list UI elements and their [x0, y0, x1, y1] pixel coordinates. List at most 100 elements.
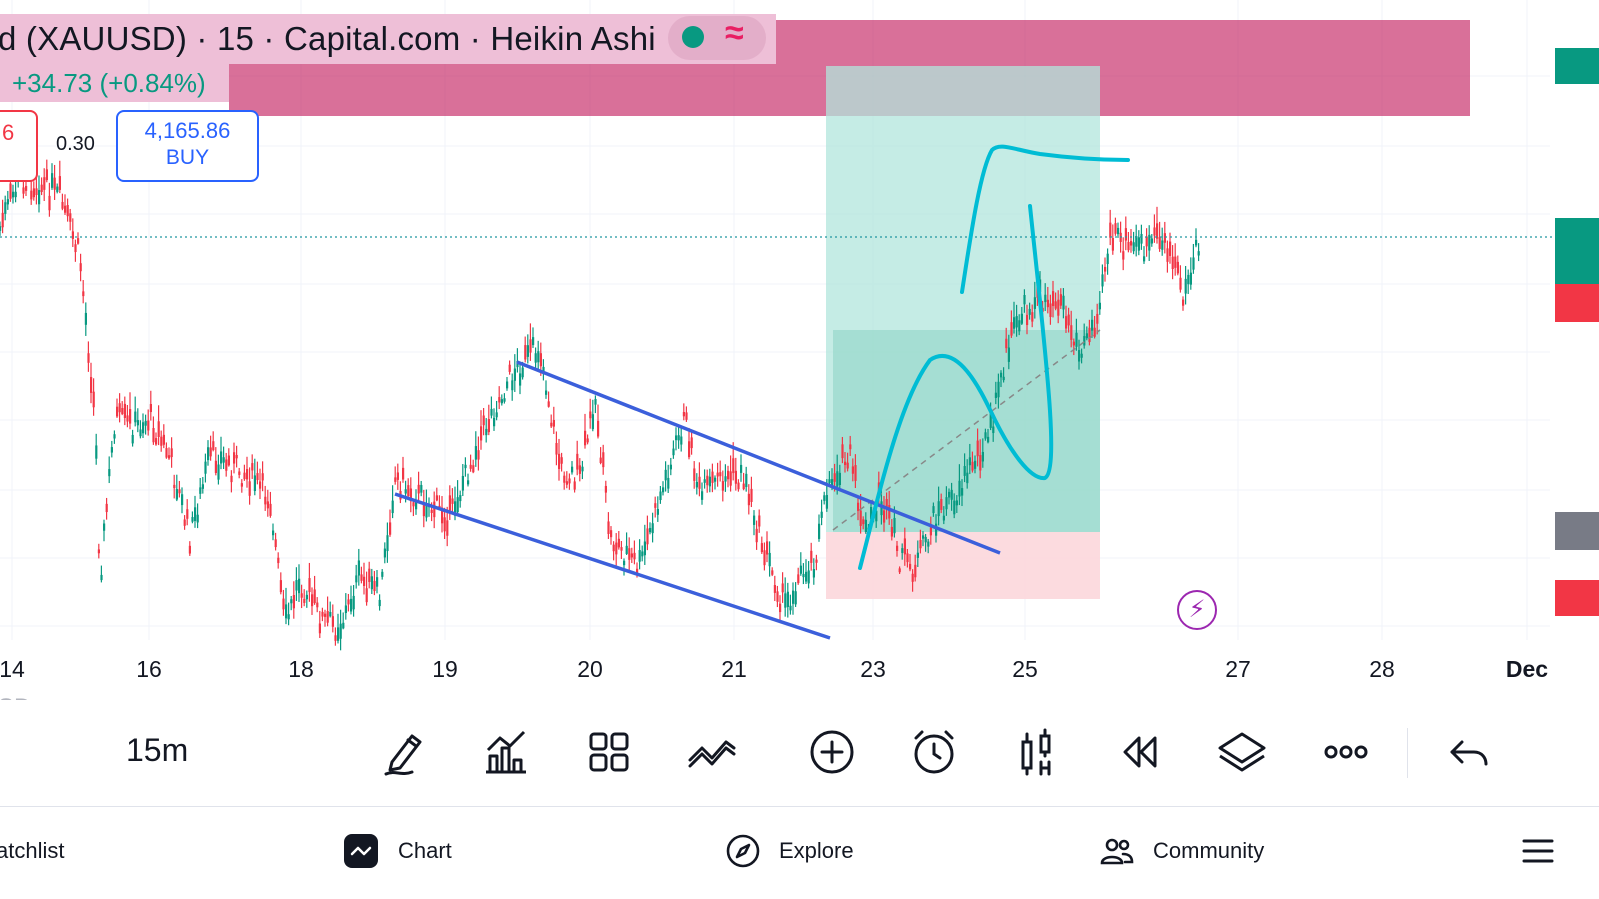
- candle-body: [805, 571, 808, 582]
- candle-body: [272, 530, 275, 536]
- candle-body: [51, 173, 54, 188]
- sell-button[interactable]: 6: [0, 110, 38, 182]
- right-tag-green: [1555, 218, 1599, 284]
- candle-body: [493, 417, 496, 427]
- alert-clock-icon[interactable]: [908, 726, 960, 778]
- candle-body: [849, 444, 852, 450]
- channel-lower-line[interactable]: [394, 492, 831, 640]
- candle-body: [1078, 350, 1081, 362]
- more-icon[interactable]: [1320, 726, 1372, 778]
- pencil-icon[interactable]: [378, 726, 430, 778]
- add-icon[interactable]: [806, 726, 858, 778]
- candle-body: [1085, 333, 1088, 339]
- candle-body: [324, 613, 327, 617]
- candle-body: [186, 509, 189, 519]
- candle-body: [576, 453, 579, 470]
- candle-body: [742, 483, 745, 490]
- candle-body: [818, 523, 821, 539]
- indicators-icon[interactable]: [480, 726, 532, 778]
- right-tag-red-bottom: [1555, 580, 1599, 616]
- candle-body: [698, 476, 701, 489]
- community-icon: [1100, 838, 1134, 865]
- layers-icon[interactable]: [1216, 726, 1268, 778]
- menu-button[interactable]: [1520, 829, 1574, 873]
- trend-icon[interactable]: [686, 726, 738, 778]
- candle-body: [394, 477, 397, 482]
- symbol-title-bar[interactable]: d (XAUUSD) · 15 · Capital.com · Heikin A…: [0, 14, 776, 64]
- candle-body: [727, 470, 730, 480]
- candle-body: [25, 185, 28, 191]
- candle-body: [633, 552, 636, 560]
- candle-body: [914, 564, 917, 578]
- candle-body: [766, 541, 769, 555]
- candle-body: [880, 501, 883, 516]
- candle-body: [246, 469, 249, 480]
- candle-body: [339, 623, 342, 639]
- candle-body: [1091, 319, 1094, 331]
- position-profit-zone[interactable]: [826, 66, 1100, 532]
- position-loss-zone[interactable]: [826, 532, 1100, 599]
- candle-body: [1072, 341, 1075, 346]
- candle-body: [1187, 274, 1190, 285]
- candle-body: [331, 616, 334, 627]
- buy-button[interactable]: 4,165.86 BUY: [116, 110, 259, 182]
- channel-upper-line[interactable]: [516, 360, 1001, 555]
- chart-area[interactable]: d (XAUUSD) · 15 · Capital.com · Heikin A…: [0, 0, 1599, 700]
- candle-body: [729, 471, 732, 486]
- freehand-drawing-2[interactable]: [960, 144, 1130, 294]
- candle-body: [407, 485, 410, 497]
- candle-body: [781, 583, 784, 593]
- candle-body: [368, 568, 371, 583]
- candle-body: [714, 477, 717, 482]
- candle-body: [519, 373, 522, 386]
- candle-body: [12, 191, 15, 198]
- candle-body: [363, 576, 366, 586]
- candle-body: [201, 484, 204, 489]
- candle-body: [430, 509, 433, 513]
- candle-body: [97, 549, 100, 554]
- candle-body: [14, 191, 17, 198]
- candle-body: [532, 337, 535, 346]
- candle-body: [534, 353, 537, 363]
- interval-button[interactable]: 15m: [126, 732, 189, 768]
- candle-body: [261, 473, 264, 481]
- candle-body: [885, 498, 888, 510]
- candle-body: [864, 519, 867, 533]
- undo-icon[interactable]: [1442, 726, 1494, 778]
- candle-body: [1057, 299, 1060, 316]
- candle-body: [875, 510, 878, 522]
- freehand-drawing-1[interactable]: [858, 204, 1054, 570]
- candle-body: [316, 602, 319, 608]
- candle-body: [61, 201, 64, 209]
- candle-body: [1026, 314, 1029, 326]
- rewind-icon[interactable]: [1113, 726, 1165, 778]
- candle-body: [662, 487, 665, 493]
- candle-body: [526, 345, 529, 357]
- bar-replay-icon[interactable]: [1011, 726, 1063, 778]
- candle-body: [927, 541, 930, 547]
- nav-community[interactable]: Community: [1099, 829, 1264, 873]
- candle-body: [500, 399, 503, 404]
- candle-body: [940, 499, 943, 510]
- candle-body: [45, 169, 48, 181]
- layout-grid-icon[interactable]: [583, 726, 635, 778]
- nav-explore[interactable]: Explore: [725, 829, 854, 873]
- candle-body: [181, 494, 184, 506]
- nav-chart[interactable]: Chart: [344, 829, 452, 873]
- lightning-icon[interactable]: ⚡: [1177, 590, 1217, 630]
- candle-body: [932, 506, 935, 514]
- candle-body: [1182, 299, 1185, 306]
- time-axis-label: 25: [1012, 656, 1038, 682]
- candle-body: [235, 454, 238, 459]
- candle-body: [149, 404, 152, 413]
- nav-watchlist[interactable]: atchlist: [0, 829, 64, 873]
- candle-body: [173, 484, 176, 489]
- candle-body: [643, 541, 646, 556]
- nav-watchlist-label: atchlist: [0, 838, 65, 863]
- candle-body: [230, 475, 233, 483]
- candle-body: [841, 444, 844, 459]
- candle-body: [948, 491, 951, 498]
- candle-body: [955, 500, 958, 506]
- price-chart[interactable]: [0, 0, 1599, 700]
- nav-community-label: Community: [1153, 838, 1265, 863]
